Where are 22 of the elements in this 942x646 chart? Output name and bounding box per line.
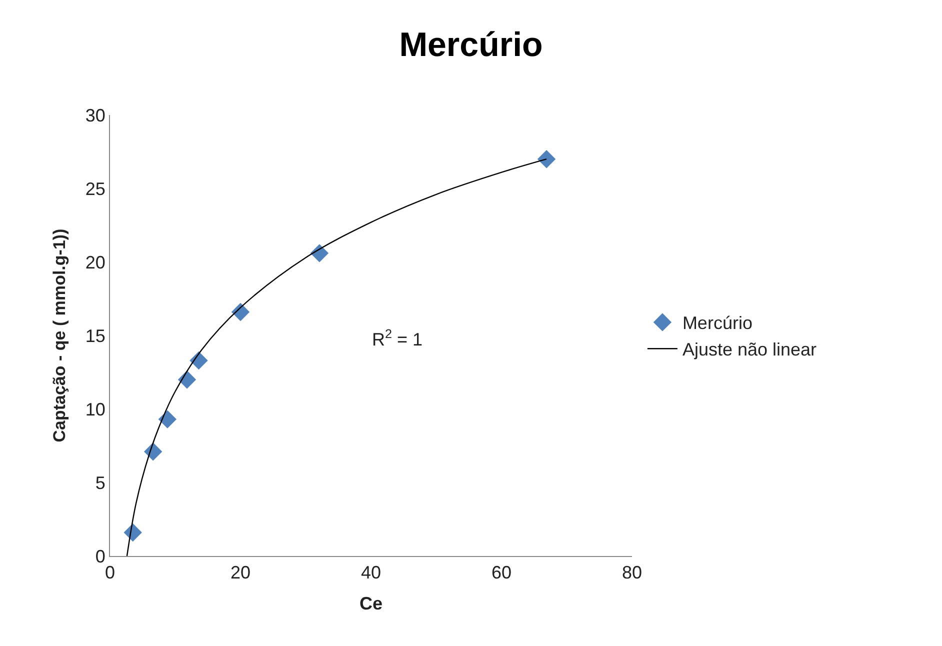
y-tick-label: 30 bbox=[85, 105, 106, 126]
legend-label: Ajuste não linear bbox=[682, 340, 817, 360]
y-tick-label: 15 bbox=[85, 326, 106, 346]
x-axis-title: Ce bbox=[359, 594, 383, 614]
point bbox=[144, 442, 162, 461]
legend-label: Mercúrio bbox=[682, 313, 752, 334]
x-tick-label: 20 bbox=[230, 562, 251, 583]
y-tick-label: 10 bbox=[85, 399, 106, 420]
y-tick-label: 25 bbox=[85, 178, 106, 199]
point bbox=[231, 302, 250, 322]
y-tick-label: 0 bbox=[95, 546, 106, 566]
y-tick-label: 20 bbox=[85, 252, 106, 272]
point bbox=[537, 150, 556, 168]
point bbox=[158, 410, 177, 428]
chart-title: Mercúrio bbox=[399, 26, 543, 64]
y-tick-label: 5 bbox=[95, 472, 106, 493]
annotation: R$^{2}$ = 1 bbox=[372, 327, 423, 350]
x-tick-label: 80 bbox=[622, 562, 642, 583]
x-tick-label: 60 bbox=[491, 562, 512, 583]
y-axis-title: Captação - qe ( mmol.g-1)) bbox=[50, 228, 69, 442]
point bbox=[178, 370, 196, 389]
x-tick-label: 40 bbox=[360, 562, 382, 583]
